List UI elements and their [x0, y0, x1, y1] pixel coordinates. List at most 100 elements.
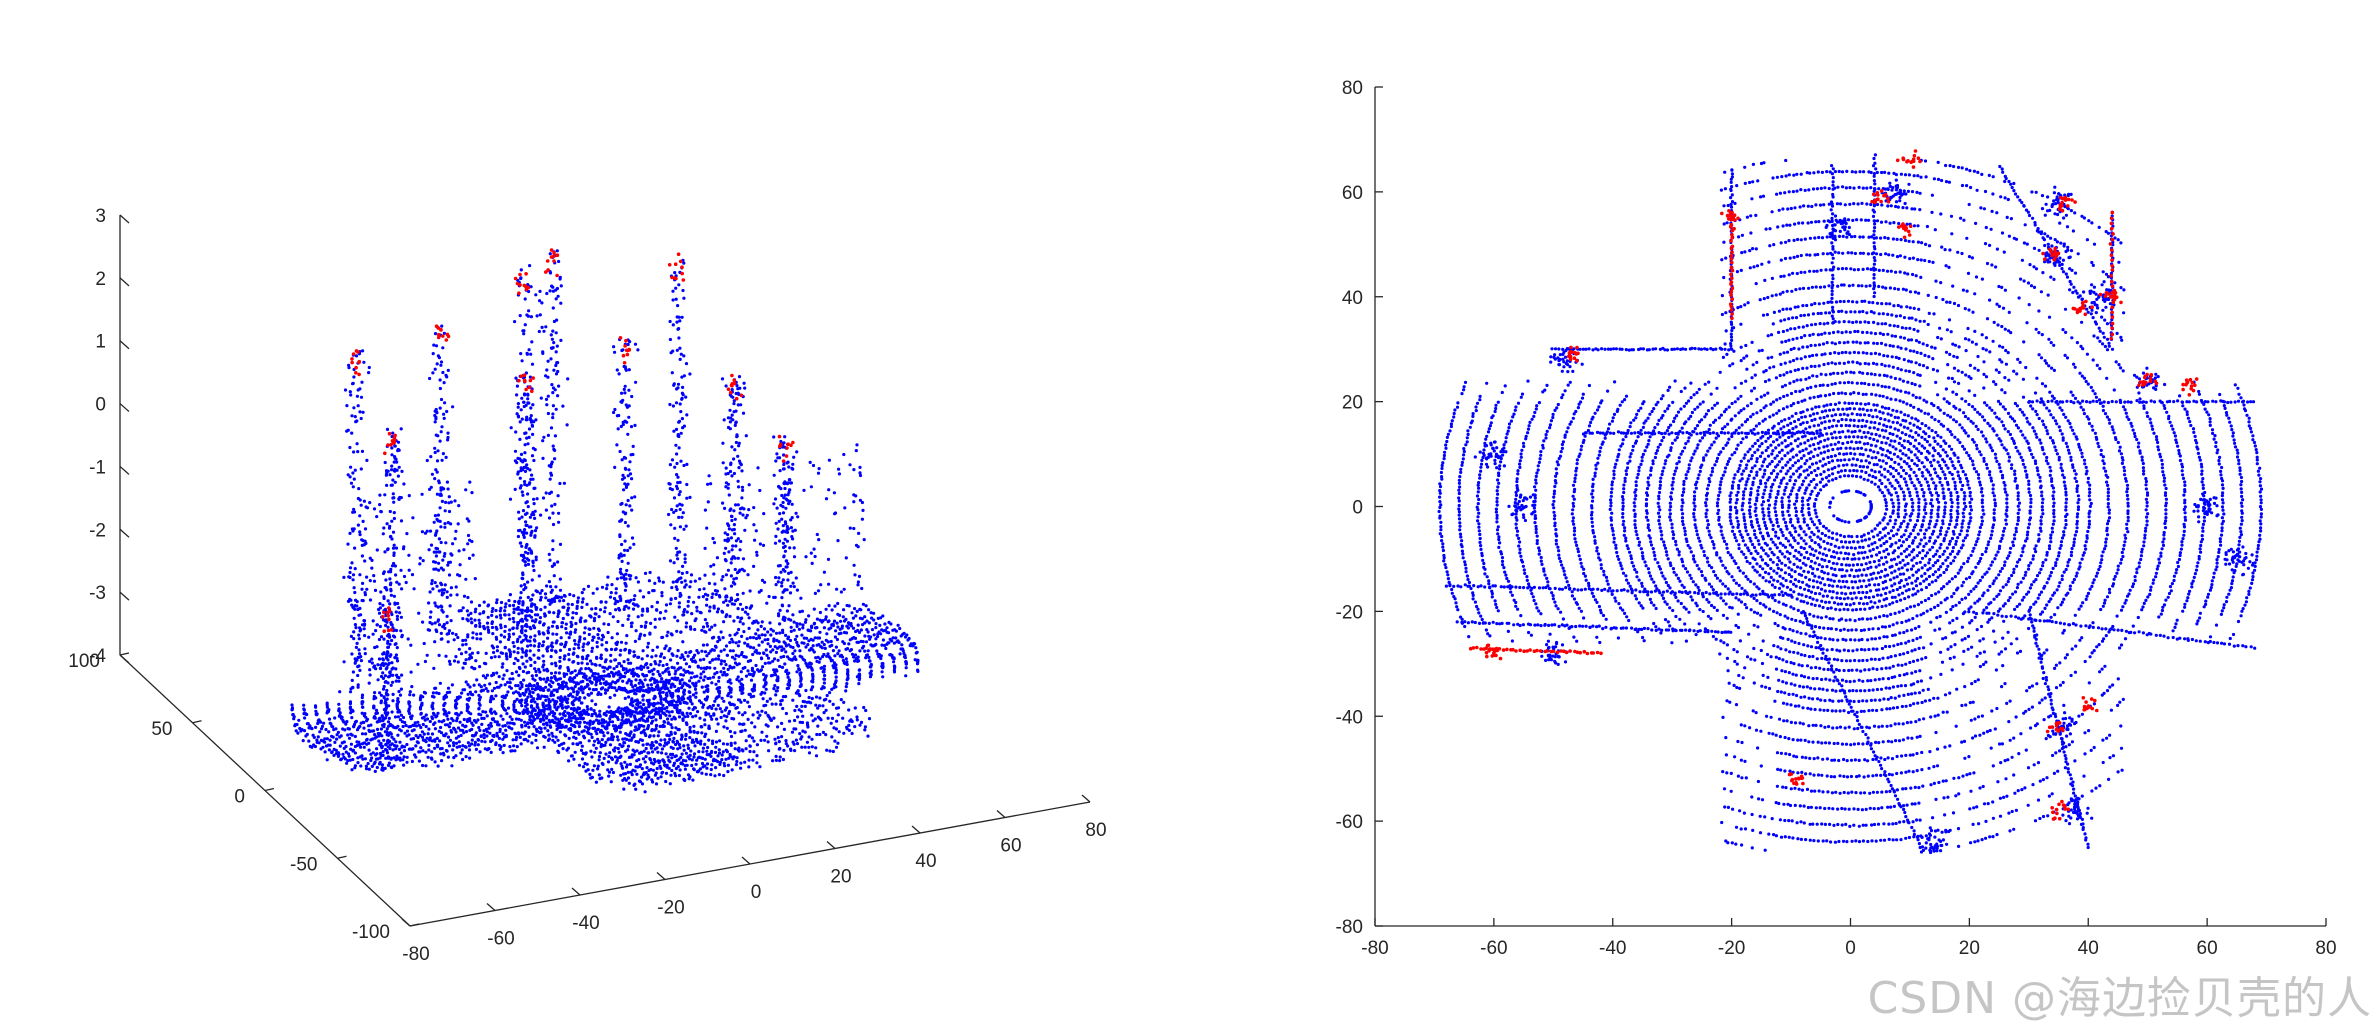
pointcloud-3d-point-blue: [680, 397, 684, 401]
pointcloud-3d-point-blue: [603, 743, 607, 747]
pointcloud-3d-point-blue: [726, 603, 730, 607]
pointcloud-3d-point-blue: [350, 652, 354, 656]
pointcloud-3d-point-blue: [579, 667, 583, 671]
pointcloud-3d-point-blue: [517, 665, 522, 670]
pointcloud-3d-point-blue: [528, 656, 532, 660]
pointcloud-3d-point-blue: [605, 587, 609, 591]
pointcloud-3d-point-blue: [455, 719, 459, 723]
pointcloud-3d-point-blue: [586, 683, 590, 687]
pointcloud-3d-point-blue: [493, 720, 497, 724]
pointcloud-3d-point-blue: [513, 749, 517, 753]
pointcloud-3d-point-blue: [610, 583, 614, 587]
pointcloud-3d-point-blue: [725, 653, 730, 657]
pointcloud-3d-point-blue: [556, 494, 560, 498]
pointcloud-3d-point-blue: [531, 690, 535, 695]
pointcloud-3d-point-blue: [515, 745, 519, 749]
pointcloud-3d-point-blue: [649, 621, 653, 626]
pointcloud-3d-point-blue: [710, 706, 714, 711]
pointcloud-3d-point-blue: [774, 702, 778, 706]
pointcloud-3d-point-blue: [689, 573, 694, 577]
pointcloud-3d-point-blue: [625, 713, 629, 717]
pointcloud-3d-point-blue: [632, 688, 636, 692]
pointcloud-3d-point-blue: [692, 752, 697, 756]
pointcloud-3d-point-blue: [674, 669, 678, 673]
pointcloud-3d-point-blue: [592, 626, 596, 630]
pointcloud-3d-point-blue: [495, 671, 499, 675]
pointcloud-3d-point-blue: [672, 429, 676, 433]
pointcloud-3d-point-blue: [727, 550, 731, 554]
pointcloud-3d-point-blue: [435, 691, 439, 695]
pointcloud-3d-point-blue: [647, 735, 652, 739]
pointcloud-3d-point-blue: [573, 642, 577, 646]
pointcloud-3d-point-blue: [549, 462, 554, 466]
pointcloud-3d-point-blue: [822, 626, 827, 630]
pointcloud-3d-point-blue: [424, 724, 428, 729]
pointcloud-3d-point-blue: [675, 504, 679, 508]
pointcloud-3d-point-blue: [448, 721, 452, 725]
pointcloud-3d-point-blue: [729, 743, 733, 748]
pointcloud-3d-point-blue: [685, 462, 689, 466]
pointcloud-3d-point-blue: [835, 719, 839, 723]
pointcloud-3d-point-blue: [652, 677, 656, 681]
pointcloud-3d-point-blue: [541, 717, 545, 721]
pointcloud-3d-point-blue: [508, 654, 512, 659]
pointcloud-3d-point-blue: [811, 672, 815, 676]
pointcloud-3d-point-blue: [595, 676, 599, 680]
pointcloud-3d-point-blue: [704, 685, 708, 689]
pointcloud-3d-point-blue: [874, 626, 878, 630]
pointcloud-3d-point-blue: [690, 612, 694, 616]
pointcloud-3d-point-blue: [696, 664, 700, 668]
pointcloud-3d-point-blue: [703, 742, 707, 747]
pointcloud-3d-point-blue: [701, 750, 705, 754]
pointcloud-3d-point-blue: [635, 698, 639, 702]
pointcloud-3d-point-blue: [741, 691, 745, 695]
pointcloud-3d-point-blue: [567, 711, 571, 716]
pointcloud-3d-point-blue: [495, 598, 499, 602]
pointcloud-3d-point-blue: [364, 732, 368, 736]
pointcloud-3d-point-blue: [640, 767, 644, 771]
pointcloud-3d-point-blue: [365, 717, 370, 721]
pointcloud-3d-point-blue: [744, 739, 748, 743]
pointcloud-3d-point-blue: [644, 620, 648, 625]
pointcloud-3d-point-blue: [595, 587, 599, 591]
pointcloud-3d-point-blue: [682, 354, 686, 358]
pointcloud-3d-point-blue: [780, 698, 784, 703]
pointcloud-3d-point-blue: [630, 755, 634, 759]
pointcloud-3d-point-blue: [680, 580, 684, 584]
pointcloud-3d-point-blue: [528, 690, 532, 694]
pointcloud-3d-point-blue: [520, 611, 524, 615]
pointcloud-3d-point-blue: [621, 623, 625, 628]
pointcloud-3d-point-blue: [783, 662, 787, 666]
pointcloud-3d-point-blue: [682, 777, 686, 782]
pointcloud-3d-point-blue: [738, 548, 742, 552]
pointcloud-3d-point-blue: [558, 677, 563, 681]
pointcloud-3d-point-blue: [617, 661, 622, 666]
pointcloud-3d-point-blue: [724, 748, 728, 752]
pointcloud-3d-point-blue: [512, 610, 516, 615]
pointcloud-3d-point-blue: [880, 662, 884, 666]
pointcloud-3d-point-blue: [691, 778, 695, 782]
pointcloud-3d-point-blue: [439, 752, 443, 756]
pointcloud-3d-point-blue: [799, 682, 803, 687]
pointcloud-3d-point-blue: [792, 585, 796, 589]
pointcloud-3d-point-blue: [439, 397, 444, 402]
pointcloud-3d-point-blue: [779, 702, 783, 707]
pointcloud-3d-point-blue: [627, 606, 631, 610]
pointcloud-3d-point-blue: [535, 746, 540, 750]
pointcloud-3d-point-blue: [533, 667, 537, 671]
pointcloud-3d-point-blue: [611, 715, 615, 719]
pointcloud-3d-point-blue: [688, 728, 692, 733]
pointcloud-3d-point-blue: [737, 375, 742, 379]
pointcloud-3d-point-blue: [722, 761, 726, 765]
pointcloud-3d-point-blue: [529, 315, 534, 319]
pointcloud-3d-point-blue: [687, 595, 691, 599]
pointcloud-3d-point-blue: [864, 656, 868, 660]
pointcloud-3d-point-blue: [725, 742, 730, 746]
pointcloud-3d-point-blue: [554, 350, 558, 354]
pointcloud-3d-point-blue: [551, 386, 556, 390]
pointcloud-3d-point-blue: [762, 651, 766, 656]
pointcloud-3d-point-blue: [327, 748, 331, 752]
pointcloud-3d-point-blue: [323, 740, 327, 744]
pointcloud-3d-point-blue: [597, 713, 602, 717]
pointcloud-3d-point-blue: [725, 706, 729, 710]
